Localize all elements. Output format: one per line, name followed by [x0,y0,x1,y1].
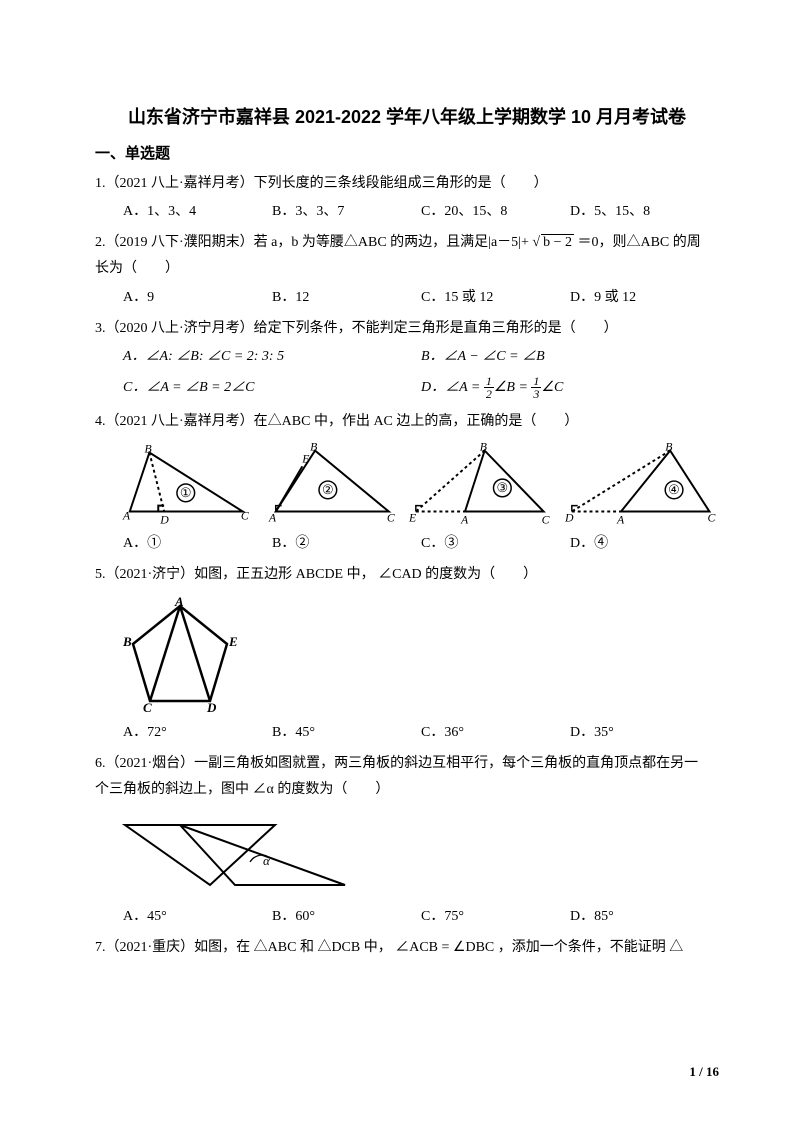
q3-opt-c: C．∠A = ∠B = 2∠C [123,375,421,402]
q2-opt-d: D．9 或 12 [570,285,719,312]
q6-opt-d: D．85° [570,904,719,931]
q1-opt-b: B．3、3、7 [272,199,421,226]
q4-options: A．① B．② C．③ D．④ [95,531,719,558]
q5-stem: 5.（2021·济宁）如图，正五边形 ABCDE 中， ∠CAD 的度数为（ ） [95,562,719,589]
svg-text:B: B [480,442,487,454]
question-5: 5.（2021·济宁）如图，正五边形 ABCDE 中， ∠CAD 的度数为（ ）… [95,562,719,747]
svg-text:④: ④ [668,483,679,497]
page-title: 山东省济宁市嘉祥县 2021-2022 学年八年级上学期数学 10 月月考试卷 [95,100,719,134]
svg-text:①: ① [180,486,191,500]
question-2: 2.（2019 八下·濮阳期末）若 a，b 为等腰△ABC 的两边，且满足|a－… [95,230,719,312]
q7-stem: 7.（2021·重庆）如图，在 △ABC 和 △DCB 中， ∠ACB = ∠D… [95,935,719,962]
svg-text:B: B [122,634,132,649]
q2-opt-a: A．9 [123,285,272,312]
q5-opt-a: A．72° [123,720,272,747]
svg-text:A: A [122,508,131,522]
q6-opt-a: A．45° [123,904,272,931]
page-number: 1 / 16 [689,1060,719,1085]
section-header: 一、单选题 [95,140,719,169]
svg-text:E: E [408,510,416,524]
q4-stem: 4.（2021 八上·嘉祥月考）在△ABC 中，作出 AC 边上的高，正确的是（… [95,409,719,436]
question-1: 1.（2021 八上·嘉祥月考）下列长度的三条线段能组成三角形的是（ ） A．1… [95,171,719,226]
svg-text:B: B [310,442,317,454]
q4-fig-2: B E A C ② [261,442,399,527]
q4-fig-3: B E A C ③ [406,442,553,527]
q6-opt-b: B．60° [272,904,421,931]
q1-opt-c: C．20、15、8 [421,199,570,226]
q6-figure: α [115,810,719,900]
q6-opt-c: C．75° [421,904,570,931]
q6-stem-a: 6.（2021·烟台）一副三角板如图就置，两三角板的斜边互相平行，每个三角板的直… [95,751,719,778]
svg-text:C: C [542,512,550,526]
svg-text:C: C [707,510,715,524]
q6-options: A．45° B．60° C．75° D．85° [95,904,719,931]
q2-options: A．9 B．12 C．15 或 12 D．9 或 12 [95,285,719,312]
question-7: 7.（2021·重庆）如图，在 △ABC 和 △DCB 中， ∠ACB = ∠D… [95,935,719,962]
q1-opt-d: D．5、15、8 [570,199,719,226]
svg-text:E: E [228,634,238,649]
q2-stem-a: 2.（2019 八下·濮阳期末）若 a，b 为等腰△ABC 的两边，且满足|a－… [95,235,532,250]
svg-text:D: D [564,510,574,524]
q6-stem-b: 个三角板的斜边上，图中 ∠α 的度数为（ ） [95,777,719,804]
q2-stem: 2.（2019 八下·濮阳期末）若 a，b 为等腰△ABC 的两边，且满足|a－… [95,230,719,257]
svg-text:A: A [460,512,469,526]
q4-fig-4: B D A C ④ [562,442,719,527]
q3-options: A．∠A: ∠B: ∠C = 2: 3: 5 B．∠A − ∠C = ∠B C．… [95,344,719,405]
q4-opt-d: D．④ [570,531,719,558]
q5-options: A．72° B．45° C．36° D．35° [95,720,719,747]
q1-opt-a: A．1、3、4 [123,199,272,226]
svg-text:A: A [616,512,625,526]
svg-text:A: A [174,596,184,609]
q3-opt-b: B．∠A − ∠C = ∠B [421,344,719,371]
question-6: 6.（2021·烟台）一副三角板如图就置，两三角板的斜边互相平行，每个三角板的直… [95,751,719,931]
q4-opt-c: C．③ [421,531,570,558]
q2-opt-c: C．15 或 12 [421,285,570,312]
svg-text:E: E [301,451,309,465]
q1-stem: 1.（2021 八上·嘉祥月考）下列长度的三条线段能组成三角形的是（ ） [95,171,719,198]
question-3: 3.（2020 八上·济宁月考）给定下列条件，不能判定三角形是直角三角形的是（ … [95,316,719,406]
q2-stem-b: ＝0，则△ABC 的周 [574,235,701,250]
svg-text:D: D [159,512,169,526]
q2-opt-b: B．12 [272,285,421,312]
q2-sqrt: b − 2 [541,234,574,250]
svg-text:A: A [267,510,276,524]
q3-opt-a: A．∠A: ∠B: ∠C = 2: 3: 5 [123,344,421,371]
question-4: 4.（2021 八上·嘉祥月考）在△ABC 中，作出 AC 边上的高，正确的是（… [95,409,719,557]
q1-options: A．1、3、4 B．3、3、7 C．20、15、8 D．5、15、8 [95,199,719,226]
q5-opt-d: D．35° [570,720,719,747]
svg-text:②: ② [322,483,333,497]
q3-opt-d: D．∠A = 12∠B = 13∠C [421,375,719,402]
svg-text:D: D [206,700,217,715]
q2-stem-c: 长为（ ） [95,256,719,283]
svg-text:C: C [386,510,394,524]
q4-opt-a: A．① [123,531,272,558]
svg-text:B: B [144,442,151,456]
q3-stem: 3.（2020 八上·济宁月考）给定下列条件，不能判定三角形是直角三角形的是（ … [95,316,719,343]
q5-opt-b: B．45° [272,720,421,747]
svg-text:C: C [143,700,152,715]
q5-opt-c: C．36° [421,720,570,747]
q4-opt-b: B．② [272,531,421,558]
svg-text:B: B [665,442,672,454]
q4-figures: B A D C ① B E A C ② [115,442,719,527]
q4-fig-1: B A D C ① [115,442,253,527]
svg-text:C: C [241,508,249,522]
q5-figure: A B E C D [115,596,719,716]
svg-text:③: ③ [497,481,508,495]
